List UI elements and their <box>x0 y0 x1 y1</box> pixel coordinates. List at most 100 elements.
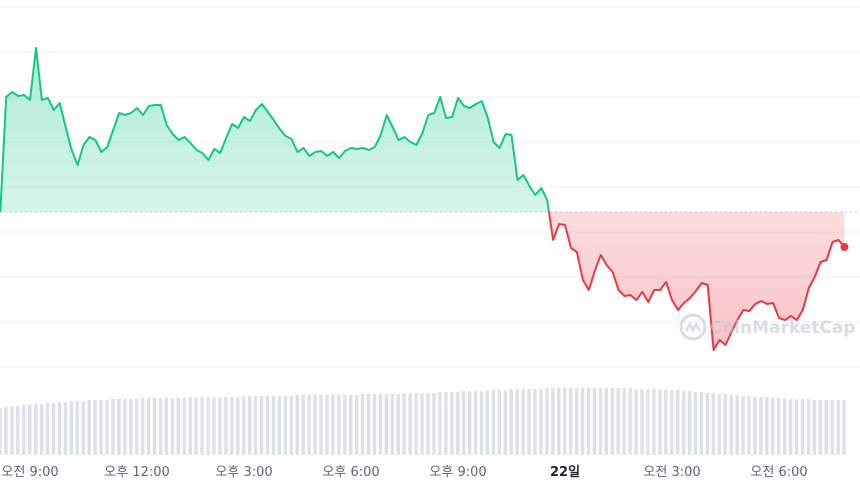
volume-bar <box>39 404 44 455</box>
volume-bar <box>152 398 157 455</box>
volume-bar <box>765 397 769 455</box>
volume-bar <box>503 390 507 455</box>
volume-bar <box>253 396 258 455</box>
volume-bar <box>782 398 787 455</box>
volume-bar <box>33 404 38 455</box>
volume-bar <box>123 399 127 455</box>
volume-bar <box>212 397 216 455</box>
volume-bar <box>158 398 163 455</box>
volume-bar <box>99 400 103 455</box>
volume-bar <box>444 392 448 455</box>
volume-bar <box>93 400 97 455</box>
volume-bar <box>349 395 353 455</box>
volume-bar <box>105 400 109 455</box>
volume-bar <box>182 398 186 455</box>
volume-bar <box>747 396 751 455</box>
volume-bar <box>289 396 293 455</box>
volume-bar <box>759 397 763 455</box>
volume-bar <box>170 398 175 455</box>
volume-bar <box>717 394 721 455</box>
volume-bar <box>51 403 56 455</box>
volume-bar <box>247 396 252 455</box>
volume-bar <box>681 391 686 455</box>
volume-bar <box>551 388 555 455</box>
volume-bar <box>420 393 424 455</box>
volume-bar <box>592 388 597 455</box>
volume-bar <box>16 406 20 455</box>
volume-bar <box>432 393 436 455</box>
x-tick-label: 오후 12:00 <box>104 465 170 480</box>
volume-bar <box>230 397 234 455</box>
volume-bar <box>378 394 383 455</box>
volume-bar <box>729 395 733 455</box>
watermark: CoinMarketCap <box>679 313 855 341</box>
volume-bar <box>812 400 817 455</box>
volume-bar <box>277 396 282 455</box>
volume-bar <box>652 389 656 455</box>
volume-bar <box>135 399 139 455</box>
volume-bar <box>325 395 329 455</box>
volume-bar <box>824 400 828 455</box>
area-down <box>0 212 845 350</box>
volume-bar <box>313 395 317 455</box>
volume-bar <box>408 393 412 455</box>
volume-bar <box>735 395 739 455</box>
volume-bar <box>236 397 240 455</box>
volume-bar <box>456 392 460 455</box>
volume-bar <box>354 395 359 455</box>
volume-bar <box>586 388 591 455</box>
volume-bar <box>117 399 121 455</box>
volume-bar <box>224 397 228 455</box>
volume-bar <box>628 388 632 455</box>
volume-bar <box>301 395 305 455</box>
volume-bar <box>610 388 614 455</box>
volume-bar <box>28 405 32 455</box>
x-tick-label: 오후 3:00 <box>215 465 272 480</box>
volume-bar <box>580 388 585 455</box>
volume-bar <box>402 393 406 455</box>
volume-bar <box>568 388 573 455</box>
volume-bar <box>343 395 347 455</box>
volume-bar <box>69 401 74 455</box>
volume-bar <box>396 394 400 455</box>
volume-bar <box>265 396 270 455</box>
volume-bar <box>384 394 389 455</box>
x-axis: 오전 9:00 오후 12:00 오후 3:00 오후 6:00 오후 9:00 22일 오… <box>1 465 807 480</box>
volume-bar <box>200 397 204 455</box>
volume-bar <box>604 388 609 455</box>
volume-bar <box>307 395 311 455</box>
volume-bar <box>467 391 472 455</box>
volume-bar <box>10 406 14 455</box>
volume-bar <box>557 388 561 455</box>
line-up <box>0 47 550 212</box>
volume-bar <box>259 396 264 455</box>
volume-bar <box>794 399 799 455</box>
volume-bar <box>45 403 50 455</box>
volume-bar <box>242 396 246 455</box>
x-tick-label: 22일 <box>550 465 580 480</box>
volume-bar <box>753 397 757 455</box>
last-point <box>840 243 849 251</box>
x-tick-label: 오전 3:00 <box>643 465 700 480</box>
volume-bar <box>723 394 727 455</box>
volume-bar <box>319 395 323 455</box>
volume-bar <box>842 400 846 455</box>
volume-bar <box>390 394 395 455</box>
volume-bar <box>295 395 299 455</box>
volume-bar <box>497 390 502 455</box>
volume-bar <box>146 398 151 455</box>
volume <box>0 388 846 455</box>
volume-bar <box>438 392 442 455</box>
volume-bar <box>194 397 198 455</box>
volume-bar <box>705 393 710 455</box>
volume-bar <box>788 399 793 455</box>
volume-bar <box>634 389 638 455</box>
price <box>0 47 849 351</box>
volume-bar <box>711 393 716 455</box>
x-tick-label: 오전 6:00 <box>750 465 807 480</box>
x-tick-label: 오전 9:00 <box>1 465 58 480</box>
watermark-text: CoinMarketCap <box>710 318 855 338</box>
volume-bar <box>87 400 91 455</box>
volume-bar <box>699 392 704 455</box>
volume-bar <box>515 389 519 455</box>
